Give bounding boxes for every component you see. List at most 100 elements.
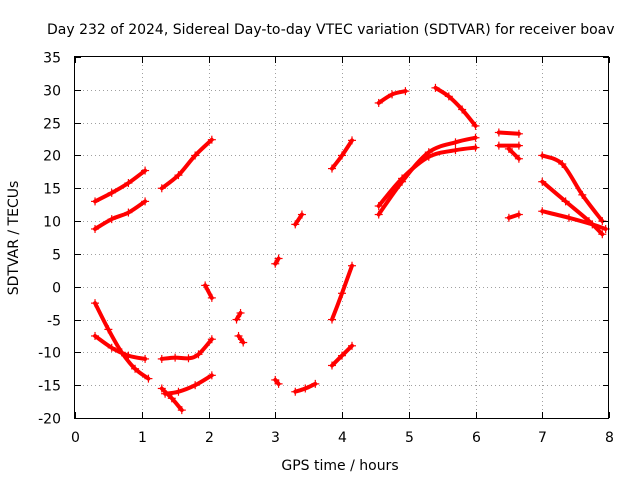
series-arc-28 <box>538 177 607 239</box>
data-point <box>598 230 607 239</box>
y-tick-label: 5 <box>52 248 61 264</box>
series-line <box>540 209 608 231</box>
data-point <box>398 174 407 183</box>
series-line <box>540 153 605 224</box>
x-axis-label: GPS time / hours <box>281 458 398 474</box>
x-tick-label: 6 <box>472 430 481 446</box>
data-point <box>107 343 116 352</box>
y-tick-label: -10 <box>38 346 61 362</box>
data-point <box>301 384 310 393</box>
data-point <box>451 146 460 155</box>
data-point <box>514 210 523 219</box>
chart-title: Day 232 of 2024, Sidereal Day-to-day VTE… <box>47 22 615 38</box>
data-point <box>504 213 513 222</box>
data-point <box>338 351 346 360</box>
data-point <box>144 374 153 383</box>
data-point <box>327 164 336 173</box>
data-point <box>374 98 383 107</box>
data-point <box>451 138 460 147</box>
y-tick-label: 35 <box>43 51 61 67</box>
series-line <box>433 85 478 128</box>
series-line <box>540 179 605 237</box>
data-point <box>131 364 140 373</box>
data-point <box>91 331 100 340</box>
series-arc-20 <box>374 133 480 219</box>
series-arc-02 <box>91 197 150 233</box>
data-point <box>564 213 573 222</box>
data-point <box>561 197 570 206</box>
data-point <box>141 354 150 363</box>
data-point <box>431 83 440 92</box>
x-tick-label: 7 <box>538 430 547 446</box>
series-arc-05 <box>157 135 216 193</box>
series-arc-22 <box>431 83 480 130</box>
series-arc-12 <box>271 254 283 268</box>
data-point <box>124 208 133 217</box>
y-tick-label: -5 <box>47 314 61 330</box>
series-arc-14 <box>291 210 306 229</box>
data-point <box>207 371 216 380</box>
series-arc-06 <box>157 335 216 363</box>
data-point <box>374 201 383 210</box>
data-point <box>107 215 116 224</box>
data-point <box>104 325 113 334</box>
data-point <box>201 281 210 290</box>
series-line <box>93 334 148 361</box>
series-arc-15 <box>291 379 320 396</box>
data-point <box>191 151 200 160</box>
data-point <box>91 224 100 233</box>
data-point <box>124 351 133 360</box>
plot-frame <box>74 56 609 419</box>
data-point <box>374 210 383 219</box>
data-point <box>194 350 203 359</box>
series-arc-16 <box>327 136 357 173</box>
data-point <box>514 129 523 138</box>
data-point <box>141 166 150 175</box>
data-point <box>107 188 116 197</box>
data-point <box>207 335 216 344</box>
data-point <box>338 151 346 160</box>
data-point <box>504 144 513 153</box>
y-tick-label: 15 <box>43 182 61 198</box>
series-arc-21 <box>374 143 480 210</box>
data-point <box>184 354 193 363</box>
x-tick-label: 0 <box>71 430 80 446</box>
data-series <box>91 83 610 415</box>
y-tick-label: -20 <box>38 412 61 428</box>
y-tick-label: 30 <box>43 84 61 100</box>
data-point <box>141 197 150 206</box>
data-point <box>274 254 283 263</box>
data-point <box>338 289 346 298</box>
data-point <box>348 341 357 350</box>
data-point <box>388 90 397 99</box>
data-point <box>91 197 100 206</box>
data-point <box>424 152 433 161</box>
data-point <box>471 121 480 130</box>
series-arc-17 <box>327 261 357 324</box>
x-tick-label: 8 <box>605 430 614 446</box>
data-point <box>514 141 523 150</box>
data-point <box>514 154 523 163</box>
data-point <box>174 387 183 396</box>
y-tick-label: 25 <box>43 117 61 133</box>
x-tick-label: 2 <box>205 430 214 446</box>
series-arc-01 <box>91 166 150 206</box>
data-point <box>274 379 283 388</box>
data-point <box>291 387 300 396</box>
series-arc-26 <box>504 210 523 222</box>
data-point <box>578 190 587 199</box>
data-point <box>171 353 180 362</box>
x-tick-label: 3 <box>271 430 280 446</box>
series-arc-08 <box>161 371 216 398</box>
data-point <box>494 141 503 150</box>
data-point <box>471 143 480 152</box>
data-point <box>174 171 183 180</box>
data-point <box>271 375 280 384</box>
data-point <box>458 105 467 114</box>
data-point <box>239 338 248 347</box>
data-point <box>234 331 243 340</box>
x-tick-label: 4 <box>338 430 347 446</box>
series-arc-29 <box>538 207 610 233</box>
data-point <box>401 87 410 96</box>
